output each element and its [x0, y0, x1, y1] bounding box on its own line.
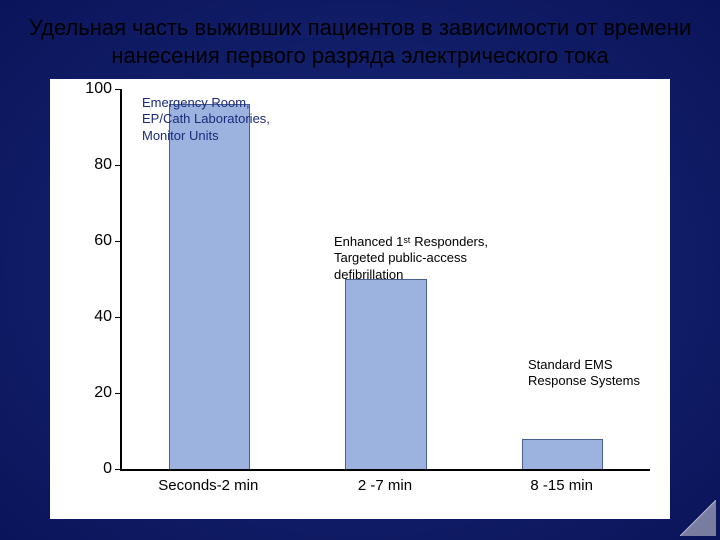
y-tick-label: 60	[80, 232, 112, 250]
bar	[345, 279, 427, 469]
bar	[522, 439, 604, 469]
chart-container: 0 20 40 60 80 100 Seconds-2 min 2 -7 min 8 -15 m…	[50, 79, 670, 519]
bar	[169, 104, 251, 469]
x-tick-label: 8 -15 min	[530, 477, 593, 494]
slide-title: Удельная часть выживших пациентов в зави…	[18, 14, 702, 69]
y-tick-mark	[115, 393, 120, 394]
x-tick-label: Seconds-2 min	[158, 477, 258, 494]
chart-annotation: Enhanced 1ˢᵗ Responders,Targeted public-…	[334, 234, 488, 283]
x-tick-label: 2 -7 min	[358, 477, 412, 494]
y-tick-mark	[115, 241, 120, 242]
y-tick-label: 20	[80, 384, 112, 402]
y-tick-label: 80	[80, 156, 112, 174]
y-tick-label: 100	[80, 80, 112, 98]
x-axis	[120, 469, 650, 471]
chart-annotation: Emergency Room,EP/Cath Laboratories,Moni…	[142, 95, 270, 144]
y-axis	[120, 89, 122, 469]
page-corner-icon	[680, 500, 716, 536]
y-tick-label: 0	[80, 460, 112, 478]
y-tick-mark	[115, 89, 120, 90]
y-tick-mark	[115, 317, 120, 318]
chart-annotation: Standard EMSResponse Systems	[528, 357, 640, 390]
slide-root: Удельная часть выживших пациентов в зави…	[0, 0, 720, 540]
y-tick-mark	[115, 469, 120, 470]
y-tick-mark	[115, 165, 120, 166]
y-tick-label: 40	[80, 308, 112, 326]
